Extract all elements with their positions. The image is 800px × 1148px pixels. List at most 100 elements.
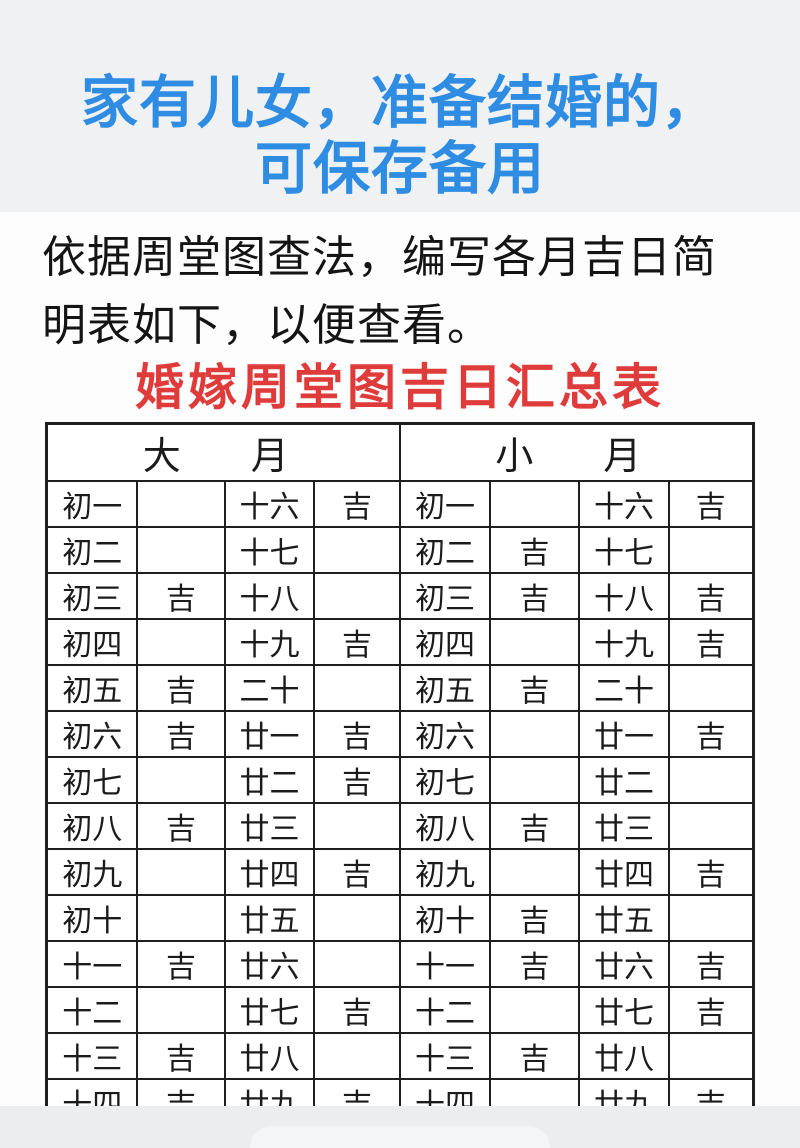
day-cell: 初九: [399, 848, 491, 896]
day-cell: 廿三: [578, 802, 670, 850]
day-cell: 廿一: [223, 710, 315, 758]
day-cell: 十二: [399, 986, 491, 1034]
luck-cell: 吉: [667, 986, 755, 1034]
day-cell: 廿六: [223, 940, 315, 988]
luck-cell: 吉: [135, 1032, 226, 1080]
table-row: 十三 吉 廿八 十三 吉 廿八: [45, 1032, 755, 1080]
day-cell: 十三: [45, 1032, 138, 1080]
day-cell: 十九: [223, 618, 315, 666]
day-cell: 初四: [45, 618, 138, 666]
luck-cell: 吉: [135, 710, 226, 758]
day-cell: 廿五: [578, 894, 670, 942]
day-cell: 廿一: [578, 710, 670, 758]
banner-title-line2: 可保存备用: [255, 137, 545, 201]
luck-cell: 吉: [135, 572, 226, 620]
intro-paragraph: 依据周堂图查法，编写各月吉日简 明表如下，以便查看。: [0, 212, 800, 360]
luck-cell: [135, 526, 226, 574]
luck-cell: [135, 480, 226, 528]
day-cell: 初二: [45, 526, 138, 574]
luck-cell: [489, 480, 580, 528]
day-cell: 初八: [45, 802, 138, 850]
luck-cell: 吉: [667, 940, 755, 988]
table-title: 婚嫁周堂图吉日汇总表: [134, 361, 665, 415]
luck-cell: [312, 802, 402, 850]
luck-cell: [667, 894, 755, 942]
day-cell: 廿四: [578, 848, 670, 896]
day-cell: 廿二: [223, 756, 315, 804]
table-row: 初四 十九 吉 初四 十九 吉: [45, 618, 755, 666]
day-cell: 二十: [223, 664, 315, 712]
luck-cell: [667, 664, 755, 712]
luck-cell: [312, 664, 402, 712]
day-cell: 廿四: [223, 848, 315, 896]
day-cell: 初四: [399, 618, 491, 666]
luck-cell: 吉: [135, 940, 226, 988]
luck-cell: [312, 1032, 402, 1080]
day-cell: 廿七: [578, 986, 670, 1034]
day-cell: 十一: [399, 940, 491, 988]
day-cell: 二十: [578, 664, 670, 712]
banner: 家有儿女，准备结婚的， 可保存备用: [0, 0, 800, 212]
day-cell: 初五: [399, 664, 491, 712]
luck-cell: 吉: [667, 710, 755, 758]
intro-line1: 依据周堂图查法，编写各月吉日简: [42, 233, 717, 282]
luck-cell: [135, 848, 226, 896]
luck-cell: [312, 572, 402, 620]
day-cell: 廿八: [223, 1032, 315, 1080]
day-cell: 初一: [45, 480, 138, 528]
luck-cell: [135, 894, 226, 942]
table-row: 初一 十六 吉 初一 十六 吉: [45, 480, 755, 528]
luck-cell: 吉: [489, 802, 580, 850]
header-small-month: 小 月: [398, 422, 755, 482]
table-row: 初八 吉 廿三 初八 吉 廿三: [45, 802, 755, 850]
intro-line2: 明表如下，以便查看。: [42, 301, 492, 350]
luck-cell: 吉: [135, 664, 226, 712]
bottom-sheet-hint: [250, 1126, 550, 1148]
luck-cell: 吉: [135, 802, 226, 850]
header-big-month: 大 月: [45, 422, 402, 482]
day-cell: 初十: [45, 894, 138, 942]
table-row: 初五 吉 二十 初五 吉 二十: [45, 664, 755, 712]
table-row: 初九 廿四 吉 初九 廿四 吉: [45, 848, 755, 896]
luck-cell: [667, 756, 755, 804]
day-cell: 十九: [578, 618, 670, 666]
day-cell: 初三: [399, 572, 491, 620]
day-cell: 十一: [45, 940, 138, 988]
day-cell: 十七: [223, 526, 315, 574]
day-cell: 初六: [45, 710, 138, 758]
luck-cell: [489, 848, 580, 896]
luck-cell: 吉: [667, 848, 755, 896]
luck-cell: [489, 756, 580, 804]
day-cell: 十八: [223, 572, 315, 620]
luck-cell: [135, 756, 226, 804]
luck-cell: 吉: [489, 894, 580, 942]
luck-cell: 吉: [667, 618, 755, 666]
banner-title-line1: 家有儿女，准备结婚的，: [81, 71, 719, 135]
luck-cell: 吉: [312, 756, 402, 804]
day-cell: 初三: [45, 572, 138, 620]
day-cell: 初十: [399, 894, 491, 942]
day-cell: 十三: [399, 1032, 491, 1080]
table-row: 初二 十七 初二 吉 十七: [45, 526, 755, 574]
table-row: 初十 廿五 初十 吉 廿五: [45, 894, 755, 942]
day-cell: 初一: [399, 480, 491, 528]
day-cell: 十七: [578, 526, 670, 574]
summary-table: 大 月 小 月 初一 十六 吉 初一 十六 吉 初二: [45, 422, 755, 1148]
luck-cell: 吉: [489, 664, 580, 712]
footer-bar: [0, 1106, 800, 1148]
day-cell: 廿五: [223, 894, 315, 942]
day-cell: 廿三: [223, 802, 315, 850]
luck-cell: [489, 986, 580, 1034]
day-cell: 初二: [399, 526, 491, 574]
luck-cell: 吉: [489, 940, 580, 988]
luck-cell: 吉: [312, 848, 402, 896]
day-cell: 初七: [399, 756, 491, 804]
day-cell: 廿六: [578, 940, 670, 988]
luck-cell: 吉: [489, 526, 580, 574]
luck-cell: [312, 940, 402, 988]
luck-cell: 吉: [489, 572, 580, 620]
day-cell: 十二: [45, 986, 138, 1034]
luck-cell: [135, 618, 226, 666]
luck-cell: 吉: [312, 986, 402, 1034]
